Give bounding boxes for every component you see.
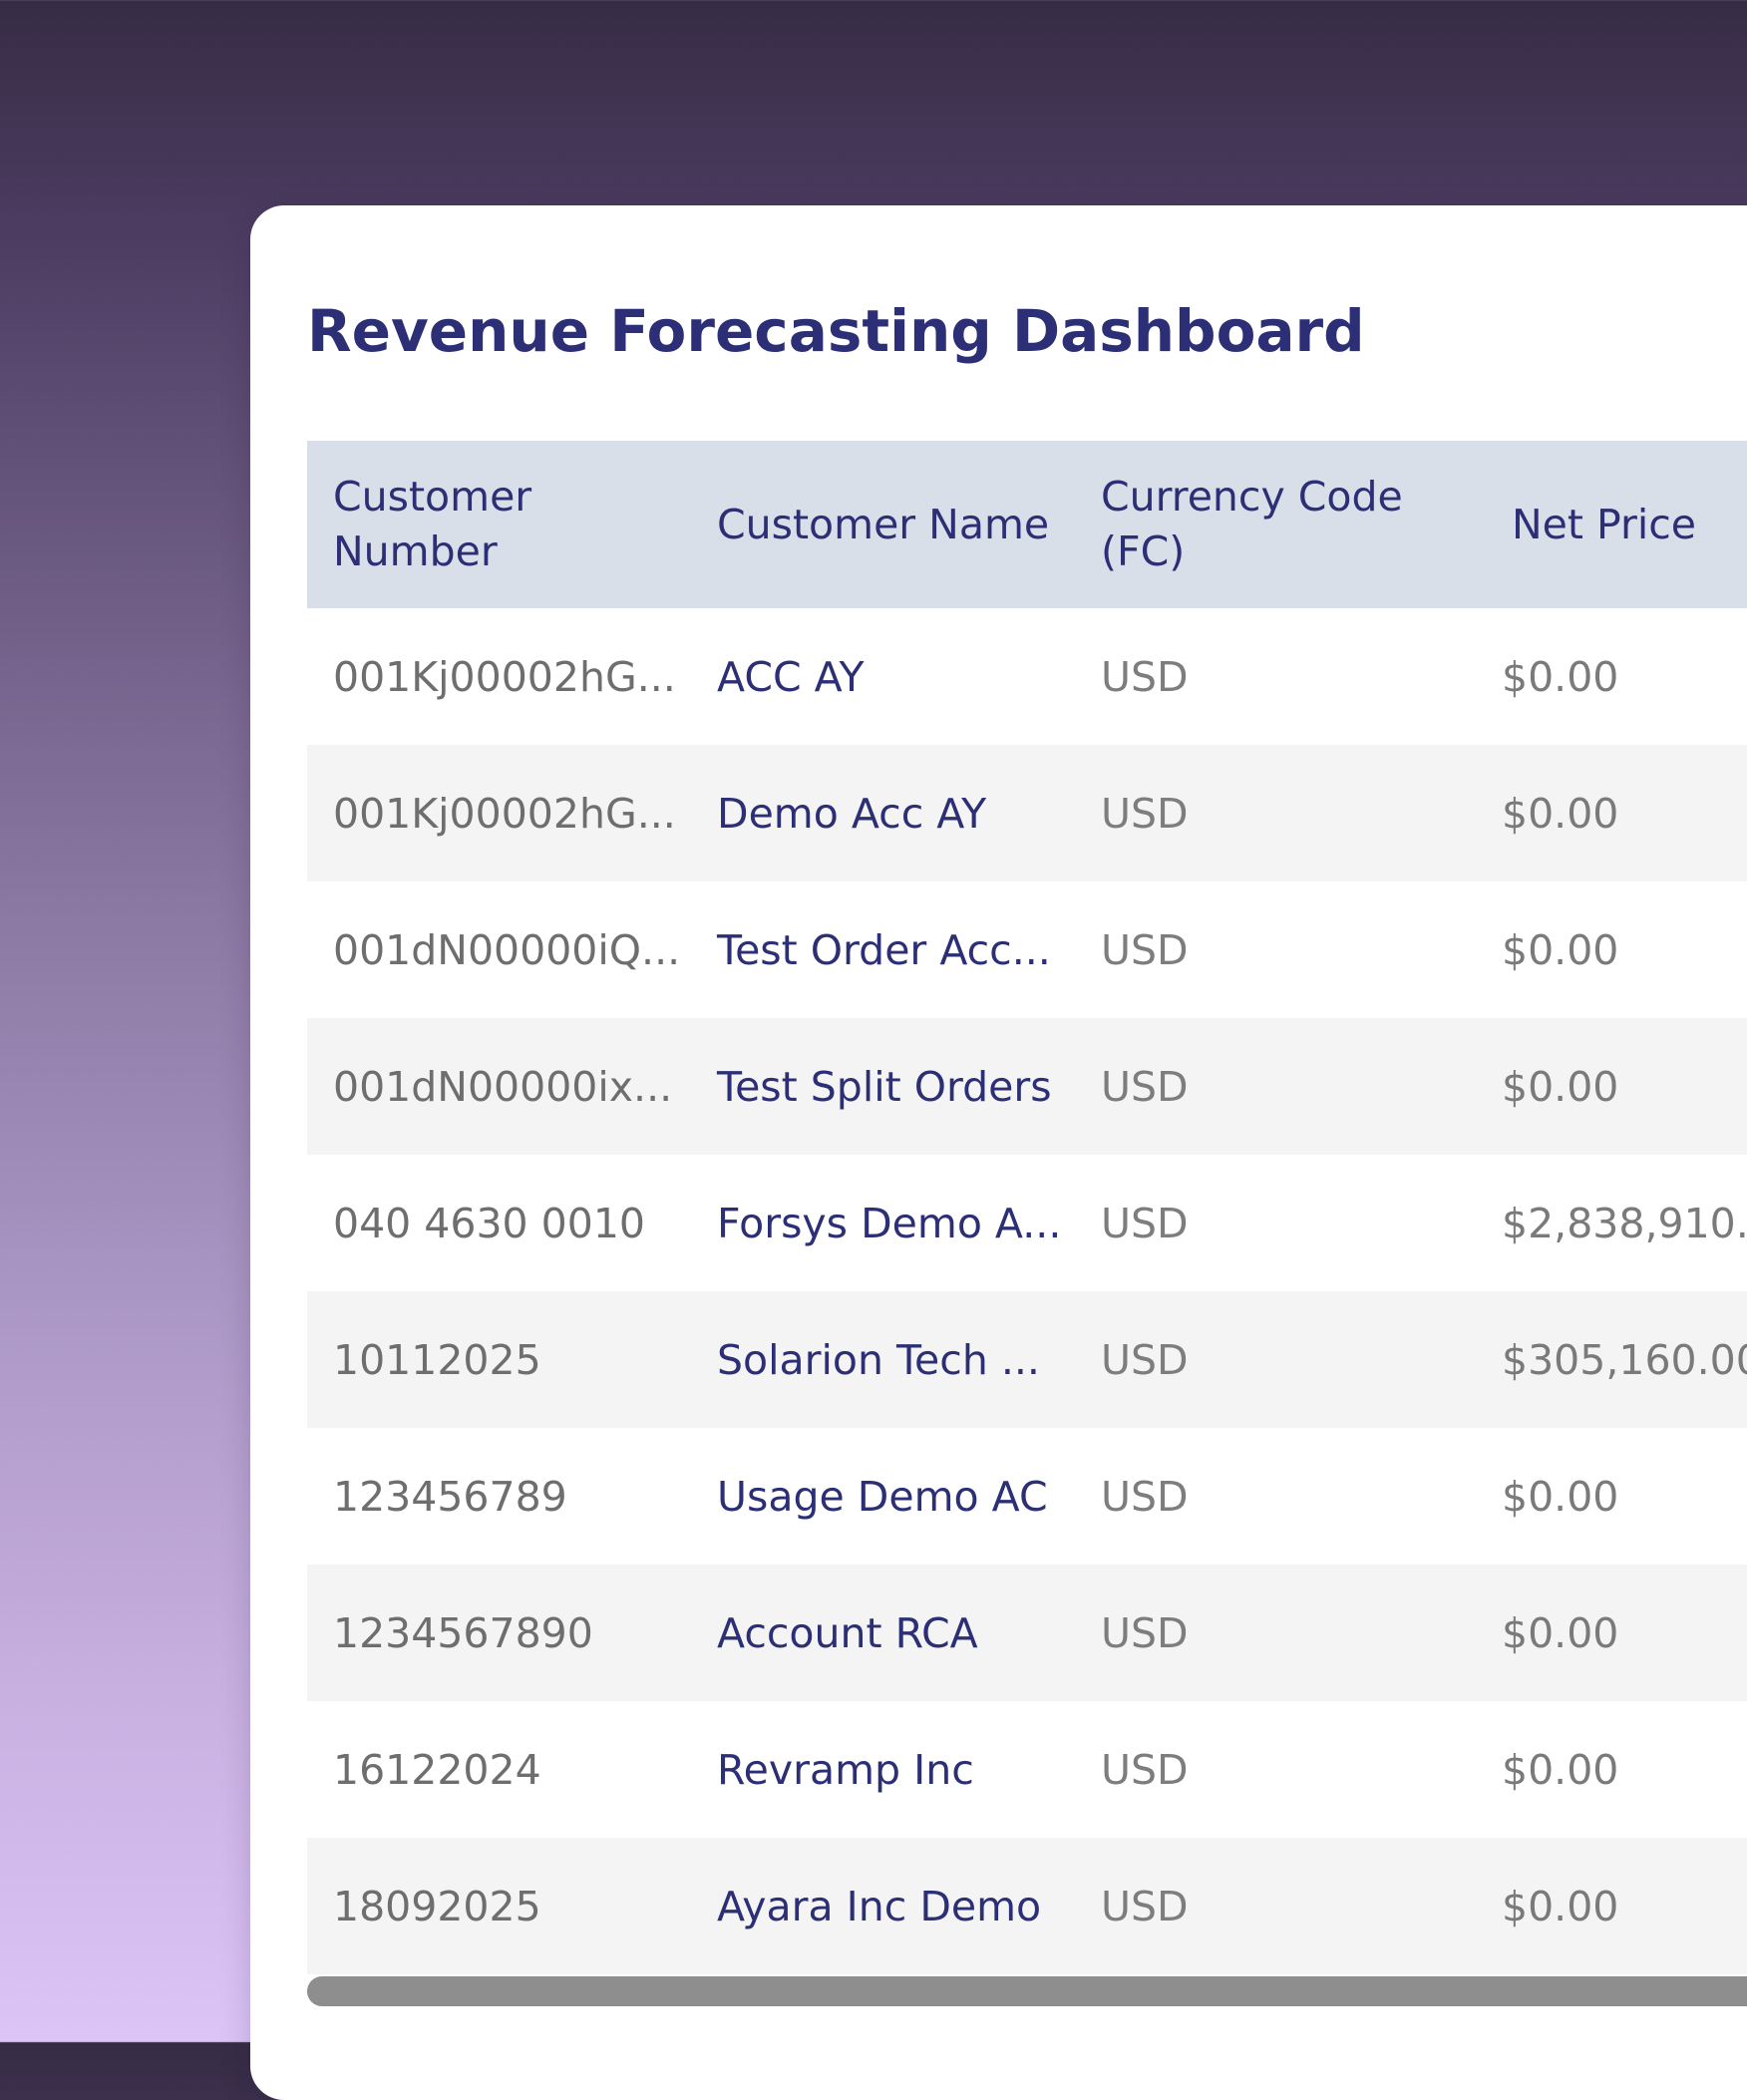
customer-number-cell: 10112025 <box>333 1335 541 1384</box>
dashboard-card: Revenue Forecasting Dashboard Customer N… <box>250 205 1747 2100</box>
customer-name-link[interactable]: Test Order Acc... <box>717 925 1051 974</box>
table-row[interactable]: 001dN00000ix... Test Split Orders USD $0… <box>307 1018 1747 1155</box>
currency-code-cell: USD <box>1101 925 1189 974</box>
customer-name-link[interactable]: Solarion Tech ... <box>717 1335 1040 1384</box>
column-header-currency-code[interactable]: Currency Code (FC) <box>1101 473 1403 575</box>
customer-number-cell: 1234567890 <box>333 1608 593 1657</box>
customer-name-link[interactable]: Forsys Demo A... <box>717 1199 1062 1247</box>
currency-code-cell: USD <box>1101 1608 1189 1657</box>
customer-name-link[interactable]: Usage Demo AC <box>717 1472 1048 1521</box>
net-price-cell: $0.00 <box>1502 1472 1619 1521</box>
customer-number-cell: 18092025 <box>333 1882 541 1930</box>
customer-name-link[interactable]: Ayara Inc Demo <box>717 1882 1042 1930</box>
net-price-cell: $2,838,910.00 <box>1502 1199 1747 1247</box>
currency-code-cell: USD <box>1101 1882 1189 1930</box>
currency-code-cell: USD <box>1101 1199 1189 1247</box>
customer-name-link[interactable]: Test Split Orders <box>717 1062 1052 1111</box>
column-header-customer-name[interactable]: Customer Name <box>717 500 1050 548</box>
customer-number-cell: 001dN00000ix... <box>333 1062 673 1111</box>
customer-name-link[interactable]: Demo Acc AY <box>717 789 987 838</box>
page-title: Revenue Forecasting Dashboard <box>307 297 1365 365</box>
net-price-cell: $0.00 <box>1502 925 1619 974</box>
customer-name-link[interactable]: ACC AY <box>717 652 865 701</box>
horizontal-scrollbar[interactable] <box>307 1976 1747 2006</box>
currency-code-cell: USD <box>1101 1062 1189 1111</box>
table-row[interactable]: 001dN00000iQ... Test Order Acc... USD $0… <box>307 881 1747 1018</box>
net-price-cell: $0.00 <box>1502 789 1619 838</box>
net-price-cell: $305,160.00 <box>1502 1335 1747 1384</box>
scrollbar-thumb[interactable] <box>307 1976 1747 2006</box>
table-row[interactable]: 123456789 Usage Demo AC USD $0.00 <box>307 1428 1747 1565</box>
net-price-cell: $0.00 <box>1502 1882 1619 1930</box>
customer-number-cell: 001dN00000iQ... <box>333 925 681 974</box>
currency-code-cell: USD <box>1101 789 1189 838</box>
customer-number-cell: 123456789 <box>333 1472 567 1521</box>
table-row[interactable]: 16122024 Revramp Inc USD $0.00 <box>307 1701 1747 1838</box>
currency-code-cell: USD <box>1101 1472 1189 1521</box>
table-header: Customer Number Customer Name Currency C… <box>307 441 1747 608</box>
customer-name-link[interactable]: Account RCA <box>717 1608 978 1657</box>
table-row[interactable]: 001Kj00002hG... Demo Acc AY USD $0.00 <box>307 745 1747 881</box>
column-header-customer-number[interactable]: Customer Number <box>333 473 532 575</box>
customer-number-cell: 040 4630 0010 <box>333 1199 646 1247</box>
table-row[interactable]: 18092025 Ayara Inc Demo USD $0.00 <box>307 1838 1747 1974</box>
customer-number-cell: 001Kj00002hG... <box>333 789 676 838</box>
table-row[interactable]: 10112025 Solarion Tech ... USD $305,160.… <box>307 1291 1747 1428</box>
table-row[interactable]: 040 4630 0010 Forsys Demo A... USD $2,83… <box>307 1155 1747 1291</box>
table-row[interactable]: 1234567890 Account RCA USD $0.00 <box>307 1565 1747 1701</box>
net-price-cell: $0.00 <box>1502 1062 1619 1111</box>
currency-code-cell: USD <box>1101 1335 1189 1384</box>
customer-number-cell: 001Kj00002hG... <box>333 652 676 701</box>
currency-code-cell: USD <box>1101 652 1189 701</box>
net-price-cell: $0.00 <box>1502 652 1619 701</box>
currency-code-cell: USD <box>1101 1745 1189 1794</box>
table-row[interactable]: 001Kj00002hG... ACC AY USD $0.00 <box>307 608 1747 745</box>
customer-number-cell: 16122024 <box>333 1745 541 1794</box>
net-price-cell: $0.00 <box>1502 1745 1619 1794</box>
column-header-net-price[interactable]: Net Price <box>1512 500 1697 548</box>
net-price-cell: $0.00 <box>1502 1608 1619 1657</box>
customer-table: Customer Number Customer Name Currency C… <box>307 441 1747 1974</box>
table-header-row: Customer Number Customer Name Currency C… <box>307 441 1747 608</box>
customer-name-link[interactable]: Revramp Inc <box>717 1745 974 1794</box>
customer-table-container: Customer Number Customer Name Currency C… <box>307 441 1747 1974</box>
table-body: 001Kj00002hG... ACC AY USD $0.00 001Kj00… <box>307 608 1747 1974</box>
